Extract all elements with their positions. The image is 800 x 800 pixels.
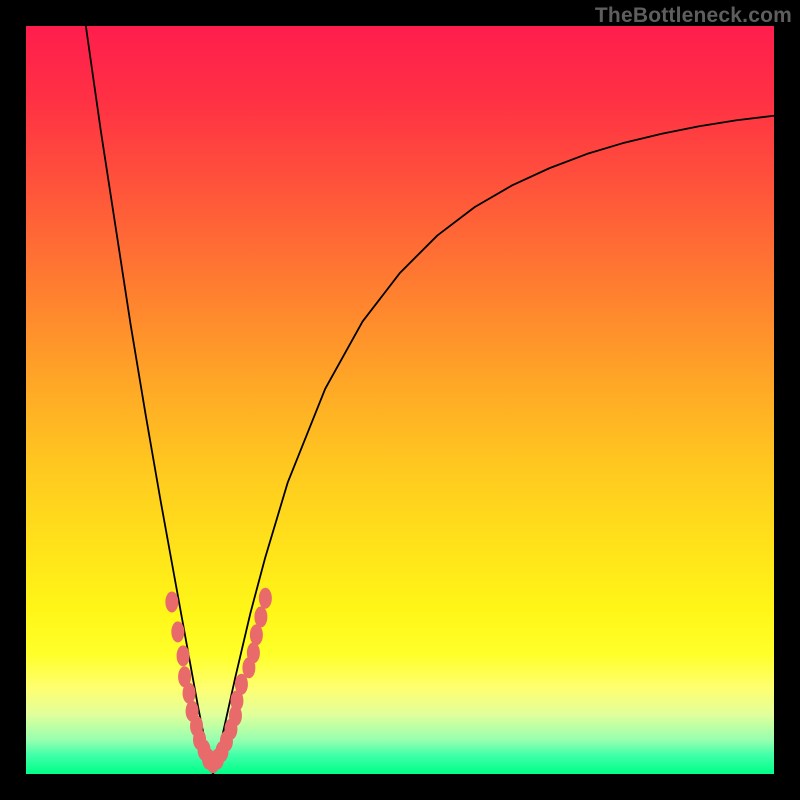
data-marker [177, 646, 189, 666]
data-marker [247, 643, 259, 663]
data-marker [235, 674, 247, 694]
gradient-background [26, 26, 774, 774]
watermark-text: TheBottleneck.com [595, 4, 792, 28]
data-marker [166, 592, 178, 612]
data-marker [250, 625, 262, 645]
data-marker [255, 607, 267, 627]
bottleneck-curve-chart [26, 26, 774, 774]
data-marker [172, 622, 184, 642]
data-marker [183, 683, 195, 703]
data-marker [259, 588, 271, 608]
plot-area [26, 26, 774, 774]
chart-frame: TheBottleneck.com [0, 0, 800, 800]
